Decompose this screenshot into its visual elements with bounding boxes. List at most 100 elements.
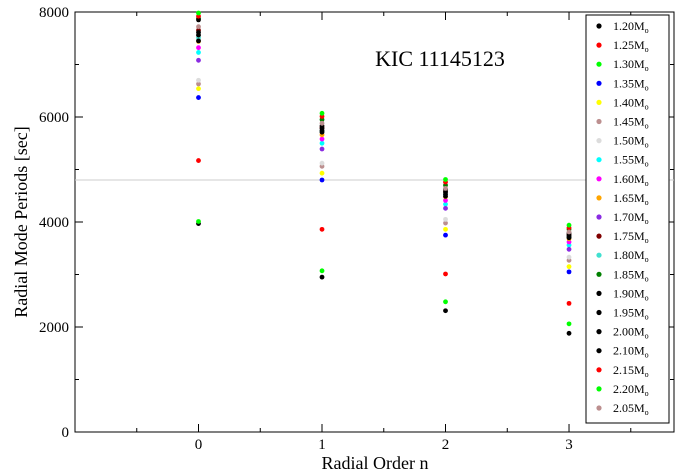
data-point (319, 140, 325, 146)
data-point (443, 232, 448, 238)
data-point (319, 177, 325, 183)
x-tick-label: 3 (565, 437, 573, 453)
legend-subscript: o (645, 370, 649, 379)
data-point (196, 86, 201, 92)
legend-marker (596, 348, 602, 354)
legend-marker (596, 42, 602, 48)
x-tick-label: 2 (442, 437, 450, 453)
data-point (566, 235, 572, 241)
legend-marker (596, 405, 602, 411)
data-point (196, 158, 201, 163)
legend-marker (596, 290, 602, 296)
data-point (196, 81, 201, 87)
legend-subscript: o (645, 179, 649, 188)
data-point (566, 229, 572, 235)
data-point (196, 45, 201, 51)
data-point (443, 226, 448, 232)
data-point (319, 136, 325, 142)
legend: 1.20Mo 1.25Mo 1.30Mo 1.35Mo 1.40Mo 1.45Mo 1.50… (585, 14, 670, 424)
legend-label: 2.05Mo (613, 401, 649, 417)
data-point (196, 219, 201, 224)
data-point (443, 193, 448, 199)
data-point (443, 177, 448, 182)
legend-label: 1.35Mo (613, 76, 649, 92)
legend-subscript: o (645, 408, 649, 417)
legend-marker (596, 176, 602, 182)
legend-subscript: o (645, 236, 649, 245)
data-point (566, 246, 572, 252)
legend-label: 1.90Mo (613, 286, 649, 302)
legend-subscript: o (645, 389, 649, 398)
legend-subscript: o (645, 198, 649, 207)
legend-marker (596, 138, 602, 144)
legend-subscript: o (645, 45, 649, 54)
legend-marker (596, 233, 602, 239)
legend-marker (596, 252, 602, 258)
y-tick-label: 6000 (39, 110, 69, 126)
legend-subscript: o (645, 351, 649, 360)
legend-subscript: o (645, 122, 649, 131)
legend-marker (596, 118, 602, 125)
data-point (566, 254, 572, 260)
data-point (443, 220, 448, 226)
y-tick-labels: 0 2000 4000 6000 8000 (39, 5, 69, 441)
legend-subscript: o (645, 26, 649, 35)
legend-label: 1.85Mo (613, 267, 649, 283)
data-point (196, 50, 201, 55)
legend-label: 1.25Mo (613, 38, 649, 54)
legend-label: 1.60Mo (613, 172, 649, 188)
legend-marker (596, 61, 602, 67)
legend-marker (596, 99, 602, 105)
data-point (443, 186, 448, 191)
y-axis-label: Radial Mode Periods [sec] (11, 126, 31, 317)
y-tick-label: 8000 (39, 5, 69, 21)
legend-subscript: o (645, 141, 649, 150)
x-axis-label: Radial Order n (322, 453, 429, 473)
legend-label: 2.20Mo (613, 382, 649, 398)
legend-label: 1.45Mo (613, 115, 649, 131)
data-point (443, 205, 448, 211)
data-point (566, 222, 572, 228)
y-tick-label: 4000 (39, 215, 69, 231)
data-point (319, 170, 325, 176)
legend-label: 1.65Mo (613, 191, 649, 207)
legend-label: 1.20Mo (613, 19, 649, 35)
legend-subscript: o (645, 274, 649, 283)
legend-marker (596, 195, 602, 201)
data-point (566, 300, 572, 306)
legend-subscript: o (645, 255, 649, 264)
axis-ticks (75, 11, 674, 433)
legend-marker (596, 309, 602, 316)
data-point (443, 299, 448, 305)
data-point (319, 146, 325, 152)
legend-marker (596, 214, 602, 220)
data-point (196, 24, 201, 30)
chart-annotation: KIC 11145123 (375, 46, 505, 71)
data-point (196, 10, 201, 16)
y-tick-label: 0 (62, 425, 70, 441)
data-point (443, 216, 448, 222)
data-point (566, 330, 572, 336)
legend-marker (596, 386, 602, 392)
legend-label: 1.40Mo (613, 95, 649, 111)
legend-subscript: o (645, 83, 649, 92)
legend-items: 1.20Mo 1.25Mo 1.30Mo 1.35Mo 1.40Mo 1.45Mo 1.50… (596, 19, 649, 417)
data-point (566, 264, 572, 270)
data-point (319, 129, 325, 135)
legend-label: 2.15Mo (613, 363, 649, 379)
data-point (196, 95, 201, 100)
legend-label: 1.50Mo (613, 134, 649, 150)
data-point (566, 269, 572, 275)
data-point (196, 38, 201, 44)
plot-frame (74, 11, 675, 433)
legend-subscript: o (645, 293, 649, 302)
legend-marker (596, 80, 602, 86)
data-point (319, 274, 325, 280)
legend-subscript: o (645, 160, 649, 169)
legend-marker (596, 367, 602, 373)
legend-label: 1.95Mo (613, 306, 649, 322)
plot-area: 0 1 2 3 0 2000 4000 6000 8000 (39, 5, 675, 453)
data-point (196, 77, 201, 83)
legend-subscript: o (645, 102, 649, 111)
